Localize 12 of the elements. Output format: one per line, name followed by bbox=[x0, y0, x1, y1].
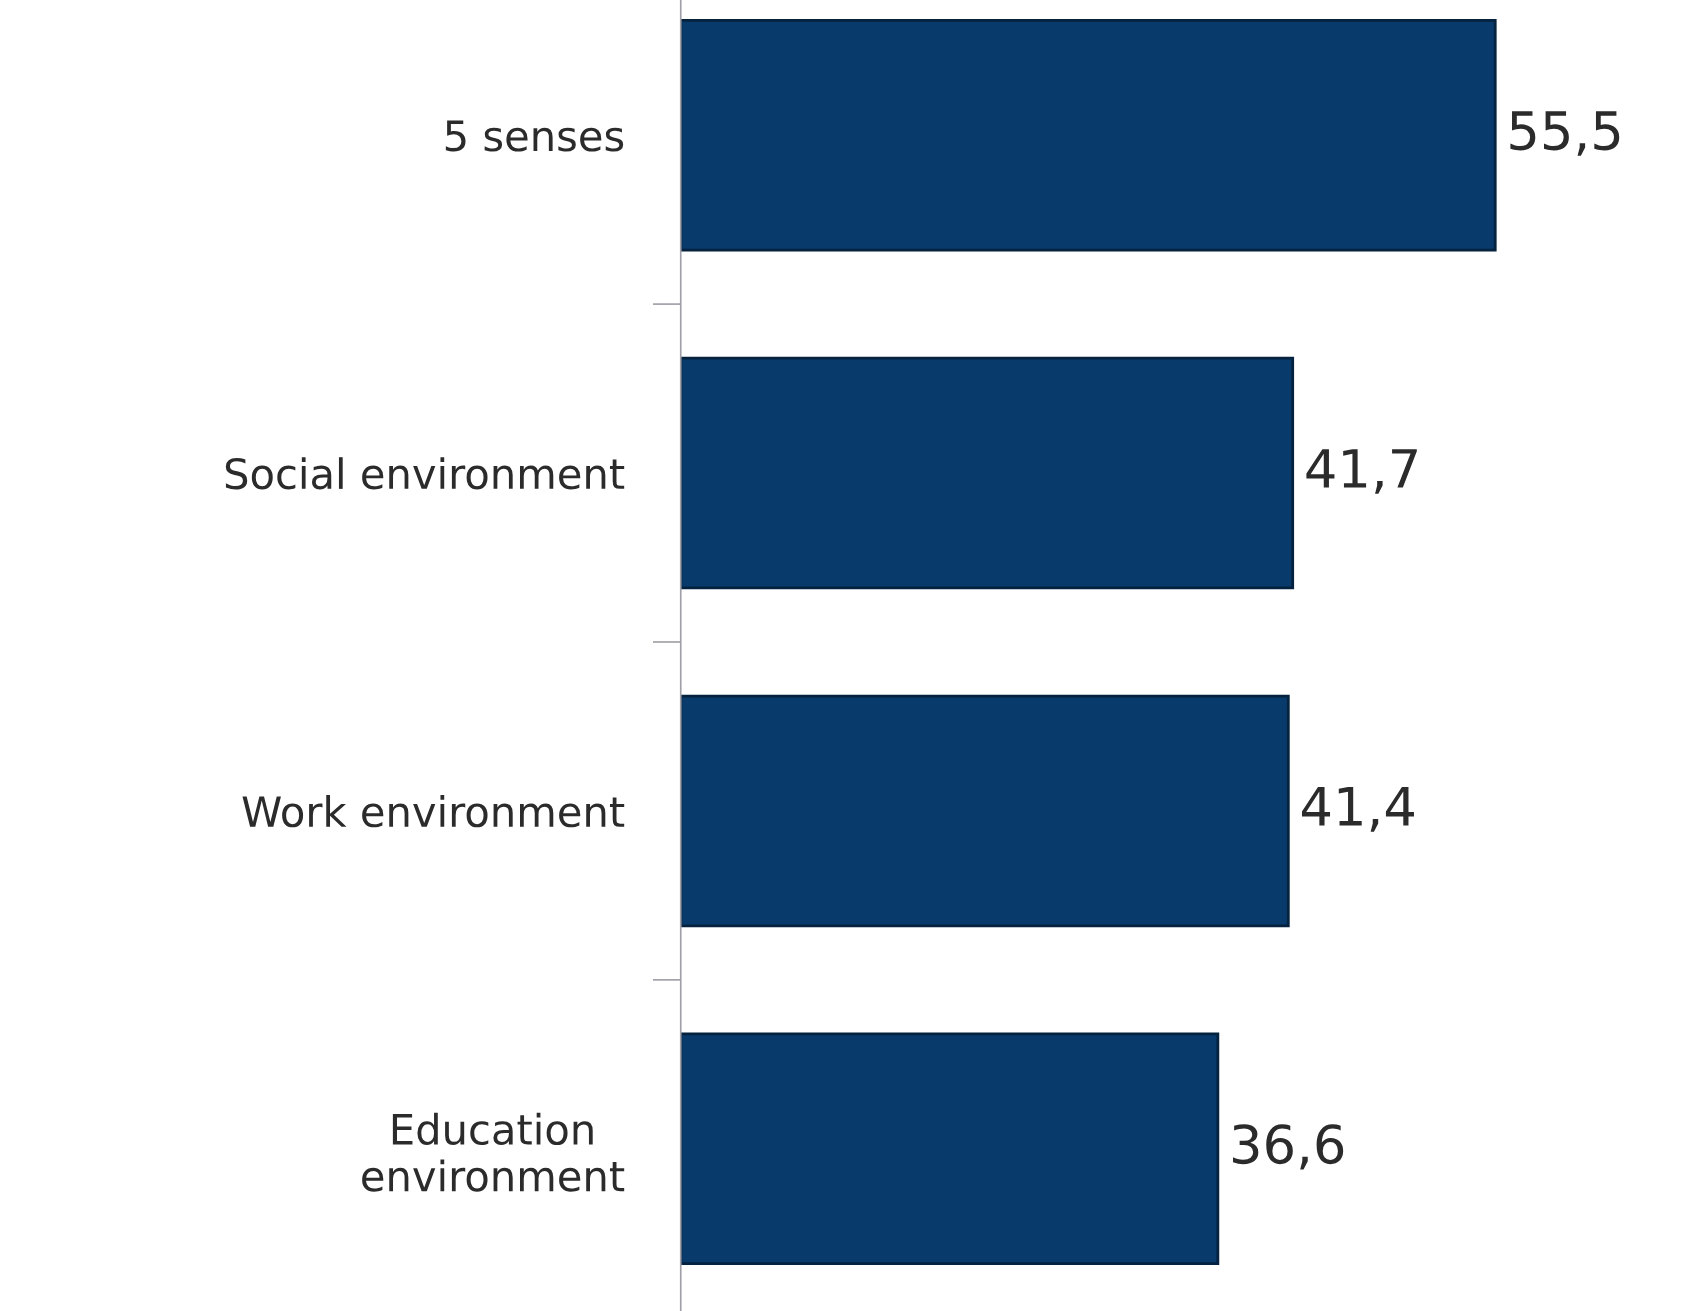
data-label: 55,5 bbox=[1510, 111, 1620, 156]
bar bbox=[680, 1032, 1220, 1266]
bar bbox=[680, 694, 1290, 928]
data-label: 41,4 bbox=[1301, 787, 1414, 832]
data-label: 41,7 bbox=[1306, 449, 1417, 494]
bar bbox=[680, 18, 1497, 252]
y-tick-label: 5 senses bbox=[445, 120, 624, 152]
y-tick-label: Work environment bbox=[242, 795, 625, 828]
y-tick-label: Social environment bbox=[225, 457, 625, 490]
data-label: 36,6 bbox=[1233, 1124, 1344, 1170]
bar bbox=[680, 356, 1295, 590]
y-tick-label: Education environment bbox=[362, 1112, 625, 1192]
